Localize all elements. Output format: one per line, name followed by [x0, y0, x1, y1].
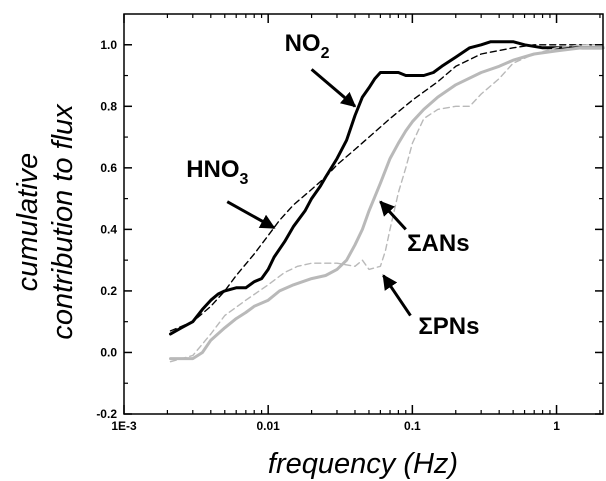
series-line-3 — [169, 44, 604, 363]
annotation-arrow-ans — [379, 200, 407, 231]
x-tick-label: 1E-3 — [111, 419, 137, 433]
axes-layer: -0.2 0.0 0.2 0.4 0.6 0.8 1.0 1E-3 0.01 0.1 1 — [96, 13, 604, 433]
series-line-2 — [169, 46, 605, 361]
y-tick-label: 0.0 — [100, 345, 117, 359]
x-tick-label: 0.1 — [404, 419, 421, 433]
x-axis-title: frequency (Hz) — [268, 448, 458, 480]
annotation-arrow-pns — [382, 274, 412, 317]
series-layer — [169, 40, 605, 363]
y-axis-title-line2: contribution to flux — [47, 103, 79, 340]
y-axis-title-line1: cumulative — [12, 153, 44, 292]
annotation-arrow-hno3 — [226, 200, 276, 230]
annotation-ans: ΣANs — [407, 230, 469, 257]
x-tick-label: 1 — [553, 419, 560, 433]
series-line-0 — [169, 40, 605, 336]
y-tick-label: 0.4 — [100, 222, 117, 236]
annotation-layer: NO2 HNO3 ΣANs ΣPNs — [186, 30, 479, 340]
y-tick-label: 0.6 — [100, 161, 117, 175]
annotation-pns: ΣPNs — [418, 313, 479, 340]
annotation-hno3: HNO3 — [186, 156, 248, 188]
plot-frame — [123, 13, 604, 415]
annotation-no2: NO2 — [285, 30, 330, 62]
y-tick-label: 0.8 — [100, 99, 117, 113]
series-line-1 — [169, 44, 604, 332]
annotation-arrow-no2 — [310, 68, 357, 108]
y-tick-label: 1.0 — [100, 38, 117, 52]
x-tick-label: 0.01 — [257, 419, 281, 433]
y-tick-label: 0.2 — [100, 284, 117, 298]
y-tick-label: -0.2 — [96, 407, 117, 421]
